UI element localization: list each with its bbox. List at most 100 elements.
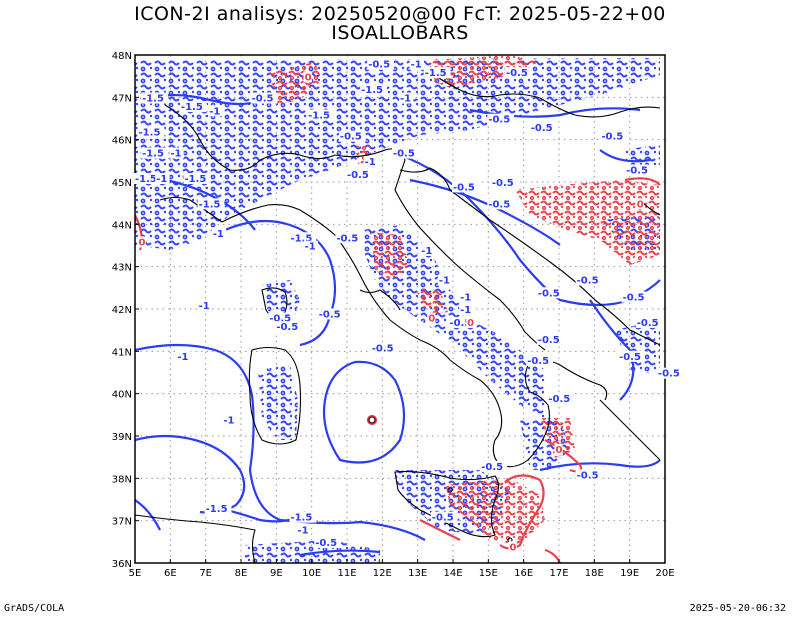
contour-label: -1 <box>223 415 234 426</box>
contour-label-bg <box>430 511 458 523</box>
contour-label: -0.5 <box>488 199 510 210</box>
contour-label: -0.5 <box>432 513 454 524</box>
contour-label: -1.5 <box>184 174 206 185</box>
lat-tick-label: 42N <box>112 305 132 316</box>
lon-tick-label: 13E <box>408 568 427 579</box>
contour-label: -1.5 <box>135 174 157 185</box>
contour-label: -0.5 <box>538 288 560 299</box>
contour-label: -1.5 <box>290 513 312 524</box>
contour-label-bg <box>466 316 475 328</box>
contour-label-bg <box>141 92 168 104</box>
contour-label-bg <box>420 244 435 256</box>
lon-tick-label: 19E <box>620 568 639 579</box>
contour-label: -0.5 <box>393 149 415 160</box>
contour-label: 0 <box>305 72 312 83</box>
positive-contour-field <box>270 55 660 545</box>
contour-label: -0.5 <box>269 314 291 325</box>
contour-label-bg <box>338 130 366 142</box>
contour-label-bg <box>197 198 225 210</box>
contour-label-bg <box>335 232 363 244</box>
contour-label: -1.5 <box>142 94 164 105</box>
contour-label-bg <box>452 181 479 193</box>
contour-label-bg <box>600 130 628 142</box>
contour-label-bg <box>208 105 223 117</box>
contour-label: -0.5 <box>601 132 623 143</box>
contour-label: -0.5 <box>626 166 648 177</box>
contour-label: -1 <box>156 174 167 185</box>
contour-label-bg <box>427 312 436 324</box>
contour-label-bg <box>367 58 394 70</box>
contour-label: -1.5 <box>361 85 383 96</box>
contour-label-bg <box>141 147 168 159</box>
lon-tick-label: 8E <box>235 568 248 579</box>
contour-label: -0.5 <box>637 318 659 329</box>
contour-label: -1 <box>170 149 181 160</box>
contour-label-bg <box>134 173 161 184</box>
contour-label-bg <box>360 84 387 96</box>
contour-label-bg <box>621 291 649 303</box>
contour-label-bg <box>307 109 334 121</box>
contour-label-bg <box>536 287 564 299</box>
longitude-axis: 5E 6E 7E 8E 9E 10E 11E 12E 13E 14E 15E 16E 17E 18E 19E… <box>129 559 675 579</box>
contour-label-bg <box>176 350 191 362</box>
contour-label-bg <box>317 308 345 320</box>
contour-label-bg <box>575 469 603 481</box>
contour-label-bg <box>155 173 170 184</box>
contour-labels: -0.5 -1-1.5-1.5-1-0.5-1.5-1.5 -1-0.5-1.5 -0… <box>134 58 684 553</box>
contour-label: -1 <box>213 229 224 240</box>
contour-label: 0 <box>510 542 517 553</box>
contour-label: -0.5 <box>276 322 298 333</box>
contour-label: -0.5 <box>449 318 471 329</box>
contour-label: -1 <box>460 305 471 316</box>
contour-label-bg <box>211 228 227 240</box>
lon-tick-label: 10E <box>302 568 321 579</box>
contour-label-bg <box>303 71 312 83</box>
contour-label: -0.5 <box>319 309 341 320</box>
contour-label-bg <box>459 304 474 316</box>
contour-label: -0.5 <box>481 462 503 473</box>
contour-label: -0.5 <box>619 352 641 363</box>
lat-tick-label: 47N <box>112 93 132 104</box>
contour-label: -1.5 <box>181 102 203 113</box>
software-credit: GrADS/COLA <box>4 603 65 614</box>
contour-label: -1 <box>365 157 376 168</box>
contour-label-bg <box>448 316 476 328</box>
lat-tick-label: 41N <box>112 347 132 358</box>
map-title: ICON-2I analisys: 20250520@00 FcT: 2025-… <box>134 3 666 25</box>
contour-label: -1.5 <box>308 111 330 122</box>
contour-label: -0.5 <box>340 132 362 143</box>
contour-label: -0.5 <box>347 170 369 181</box>
contour-label-bg <box>346 168 373 180</box>
contour-label: -1 <box>460 293 471 304</box>
contour-label-bg <box>314 537 341 549</box>
map-subtitle: ISOALLOBARS <box>331 22 469 44</box>
contour-label: -0.5 <box>527 356 549 367</box>
lon-tick-label: 11E <box>337 568 356 579</box>
contour-label-bg <box>179 101 207 113</box>
contour-label: -0.5 <box>531 123 553 134</box>
contour-label-bg <box>409 58 424 70</box>
contour-label-bg <box>480 460 508 472</box>
contour-label-bg <box>423 67 451 79</box>
contour-label-bg <box>183 173 211 184</box>
contour-label-bg <box>487 113 515 125</box>
contour-label-bg <box>137 126 165 138</box>
contour-label: -1 <box>400 94 411 105</box>
lon-tick-label: 7E <box>199 568 212 579</box>
contour-label: 0 <box>637 199 644 210</box>
contour-label: -1.5 <box>425 68 447 79</box>
contour-label: -0.5 <box>492 178 514 189</box>
contour-label-bg <box>204 503 232 515</box>
contour-label-bg <box>547 393 575 405</box>
contour-label: -1.5 <box>142 149 164 160</box>
contour-label-bg <box>197 300 212 311</box>
lon-tick-label: 14E <box>443 568 462 579</box>
lat-tick-label: 48N <box>112 51 132 62</box>
contour-label: -0.5 <box>506 68 528 79</box>
contour-label: -1 <box>298 525 309 536</box>
lat-tick-label: 38N <box>112 474 132 485</box>
contour-label: -1 <box>305 242 316 253</box>
contour-label: -0.5 <box>488 115 510 126</box>
contour-label-bg <box>296 524 311 536</box>
